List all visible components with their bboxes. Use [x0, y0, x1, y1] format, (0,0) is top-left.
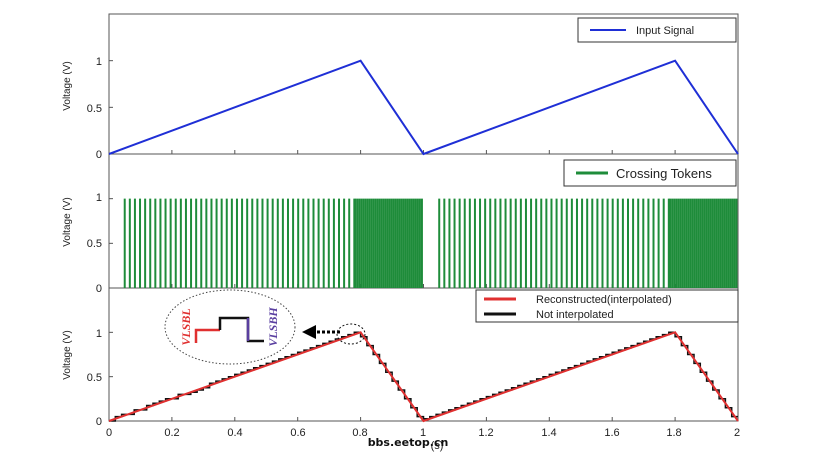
inset-step-red	[194, 328, 220, 343]
input-signal-series	[108, 59, 739, 156]
pointer-arrow-head	[302, 325, 316, 339]
reconstructed-series-group	[108, 331, 739, 423]
reconstructed-line	[108, 331, 739, 423]
not-interpolated-staircase	[109, 331, 738, 422]
middle-ylabel: Voltage (V)	[62, 197, 73, 246]
ytick-label: 0.5	[87, 103, 102, 115]
ytick-label: 0	[96, 416, 102, 428]
top-legend: Input Signal	[577, 17, 737, 43]
top-yticks: 1 0.5 0	[87, 56, 102, 161]
zoom-ellipse	[336, 323, 366, 345]
legend-label: Crossing Tokens	[616, 166, 712, 181]
legend-label: Reconstructed(interpolated)	[536, 294, 672, 306]
x-axis-label: (s)	[431, 440, 444, 452]
ytick-label: 1	[96, 192, 102, 204]
top-ylabel: Voltage (V)	[62, 61, 73, 110]
xtick-label: 1.2	[478, 427, 493, 439]
ytick-label: 0.5	[87, 238, 102, 250]
legend-label: Not interpolated	[536, 309, 614, 321]
xtick-label: 1.6	[604, 427, 619, 439]
legend-label: Input Signal	[636, 25, 694, 37]
legend-box	[475, 289, 739, 323]
bottom-xticks: 0 0.2 0.4 0.6 0.8 1 1.2 1.4 1.6 1.8 2	[106, 427, 740, 439]
input-signal-line	[108, 59, 739, 156]
xtick-label: 0	[106, 427, 112, 439]
ytick-label: 0.5	[87, 372, 102, 384]
xtick-label: 0.8	[352, 427, 367, 439]
ytick-label: 1	[96, 328, 102, 340]
xtick-label: 0.4	[227, 427, 242, 439]
bottom-legend: Reconstructed(interpolated) Not interpol…	[475, 289, 739, 323]
vlsbh-label: VLSBH	[266, 307, 280, 347]
bottom-yticks: 1 0.5 0	[87, 328, 102, 428]
xtick-label: 0.2	[164, 427, 179, 439]
vlsbl-label: VLSBL	[179, 308, 193, 345]
inset-annotation: VLSBL VLSBH	[164, 289, 366, 365]
ytick-label: 1	[96, 56, 102, 68]
xtick-label: 1.4	[541, 427, 556, 439]
ytick-label: 0	[96, 149, 102, 161]
watermark: bbs.eetop.cn	[368, 436, 449, 449]
inset-ellipse	[164, 289, 296, 365]
bottom-ylabel: Voltage (V)	[62, 330, 73, 379]
xtick-label: 2	[734, 427, 740, 439]
middle-legend: Crossing Tokens	[563, 159, 737, 187]
xtick-label: 0.6	[290, 427, 305, 439]
ytick-label: 0	[96, 283, 102, 295]
xtick-label: 1.8	[666, 427, 681, 439]
crossing-tokens-series	[108, 198, 739, 289]
middle-yticks: 1 0.5 0	[87, 192, 102, 295]
xtick-label: 1	[420, 427, 426, 439]
